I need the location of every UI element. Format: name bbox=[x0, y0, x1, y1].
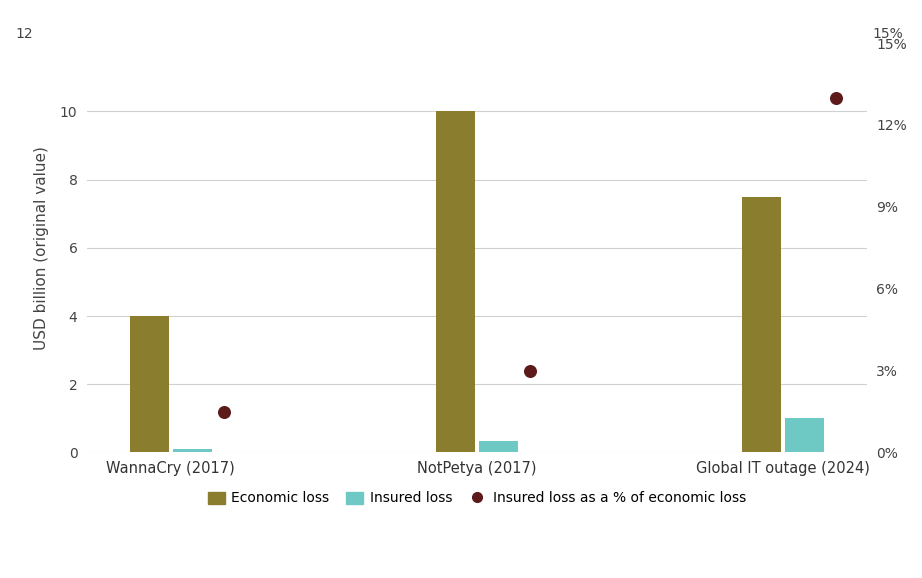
Point bbox=[829, 93, 844, 102]
Legend: Economic loss, Insured loss, Insured loss as a % of economic loss: Economic loss, Insured loss, Insured los… bbox=[202, 486, 751, 511]
Bar bbox=[130, 316, 169, 453]
Point bbox=[217, 407, 231, 416]
Bar bbox=[436, 112, 475, 453]
Text: 15%: 15% bbox=[872, 27, 903, 40]
Bar bbox=[785, 418, 824, 453]
Bar bbox=[742, 197, 781, 453]
Text: 12: 12 bbox=[15, 27, 32, 40]
Y-axis label: USD billion (original value): USD billion (original value) bbox=[34, 146, 49, 350]
Point bbox=[523, 366, 538, 375]
Bar bbox=[479, 440, 518, 453]
Bar bbox=[172, 449, 212, 453]
